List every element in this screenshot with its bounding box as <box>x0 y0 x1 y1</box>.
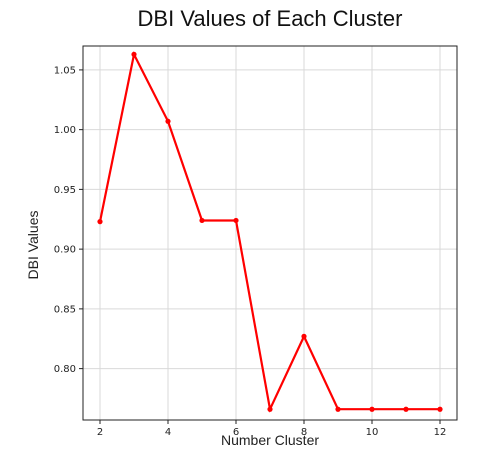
y-tick-label-1.05: 1.05 <box>54 65 76 76</box>
chart-title: DBI Values of Each Cluster <box>137 6 403 31</box>
data-point-x9 <box>335 406 341 412</box>
data-point-x3 <box>131 51 137 57</box>
data-point-x11 <box>403 406 409 412</box>
y-tick-label-0.95: 0.95 <box>54 185 76 196</box>
x-tick-label-8: 8 <box>301 427 307 438</box>
data-point-x6 <box>233 217 239 224</box>
data-point-x4 <box>165 118 171 124</box>
data-point-x2 <box>97 219 103 225</box>
y-tick-label-1.00: 1.00 <box>54 125 76 136</box>
series-line-0 <box>98 51 440 413</box>
x-tick-label-4: 4 <box>165 427 171 438</box>
y-tick-label-0.85: 0.85 <box>54 304 76 315</box>
x-tick-label-12: 12 <box>434 427 447 438</box>
data-point-x8 <box>301 333 307 339</box>
data-point-x12 <box>437 406 443 412</box>
y-tick-label-0.80: 0.80 <box>54 364 76 375</box>
y-tick-label-0.90: 0.90 <box>54 245 76 256</box>
data-point-x10 <box>369 406 375 412</box>
x-axis-label: Number Cluster <box>221 432 319 448</box>
grid-layer <box>83 46 457 420</box>
series-layer <box>97 51 443 413</box>
x-axis-ticks: 2 4 6 8 10 12 <box>97 420 447 438</box>
x-tick-label-6: 6 <box>233 427 239 438</box>
x-tick-label-10: 10 <box>366 427 379 438</box>
plot-frame <box>82 45 458 421</box>
data-point-x7 <box>267 406 273 412</box>
x-tick-label-2: 2 <box>97 427 103 438</box>
y-axis-ticks: 0.80 0.85 0.90 0.95 1.00 1.05 <box>54 65 83 375</box>
y-axis-label: DBI Values <box>25 211 41 280</box>
data-point-x5 <box>199 217 205 224</box>
